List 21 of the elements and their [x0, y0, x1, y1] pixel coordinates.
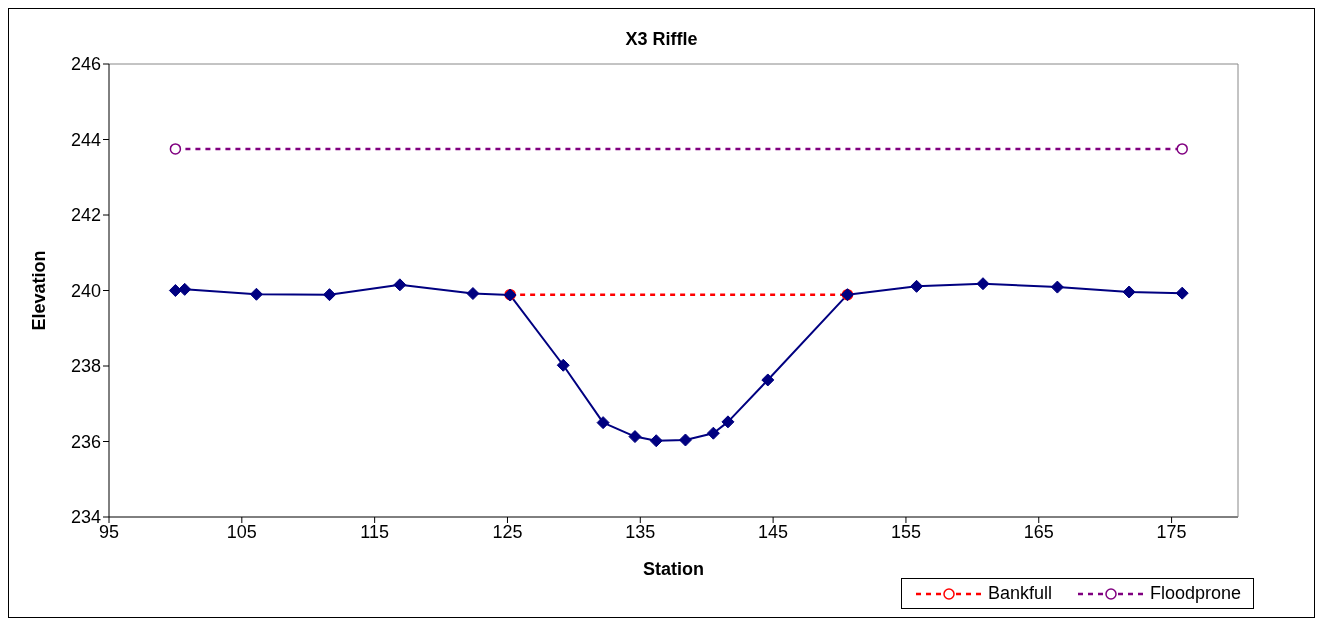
x-axis-title: Station [643, 559, 704, 579]
x-tick-label: 125 [492, 521, 523, 542]
x-tick-label: 95 [98, 521, 120, 542]
y-tick-label: 238 [70, 356, 101, 377]
x-tick-label: 155 [890, 521, 921, 542]
x-tick-label: 175 [1156, 521, 1187, 542]
y-axis-title: Elevation [29, 250, 50, 331]
chart-title: X3 Riffle [624, 29, 699, 50]
x-tick-label: 165 [1023, 521, 1054, 542]
x-tick-label: 105 [226, 521, 257, 542]
x-tick-label: 135 [625, 521, 656, 542]
x-tick-label: 115 [360, 521, 389, 542]
x-tick-label: 145 [758, 521, 789, 542]
y-tick-label: 246 [70, 54, 101, 75]
y-tick-label: 236 [70, 431, 101, 452]
y-tick-label: 242 [70, 205, 101, 226]
y-tick-label: 234 [70, 507, 101, 528]
legend-label: Floodprone [1149, 583, 1241, 604]
y-tick-label: 244 [70, 129, 101, 150]
legend-label: Bankfull [987, 583, 1052, 604]
y-tick-label: 240 [70, 280, 101, 301]
